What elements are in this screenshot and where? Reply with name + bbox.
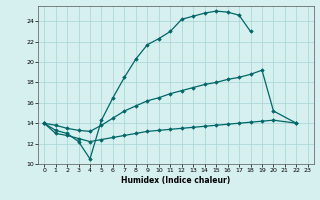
X-axis label: Humidex (Indice chaleur): Humidex (Indice chaleur) — [121, 176, 231, 185]
